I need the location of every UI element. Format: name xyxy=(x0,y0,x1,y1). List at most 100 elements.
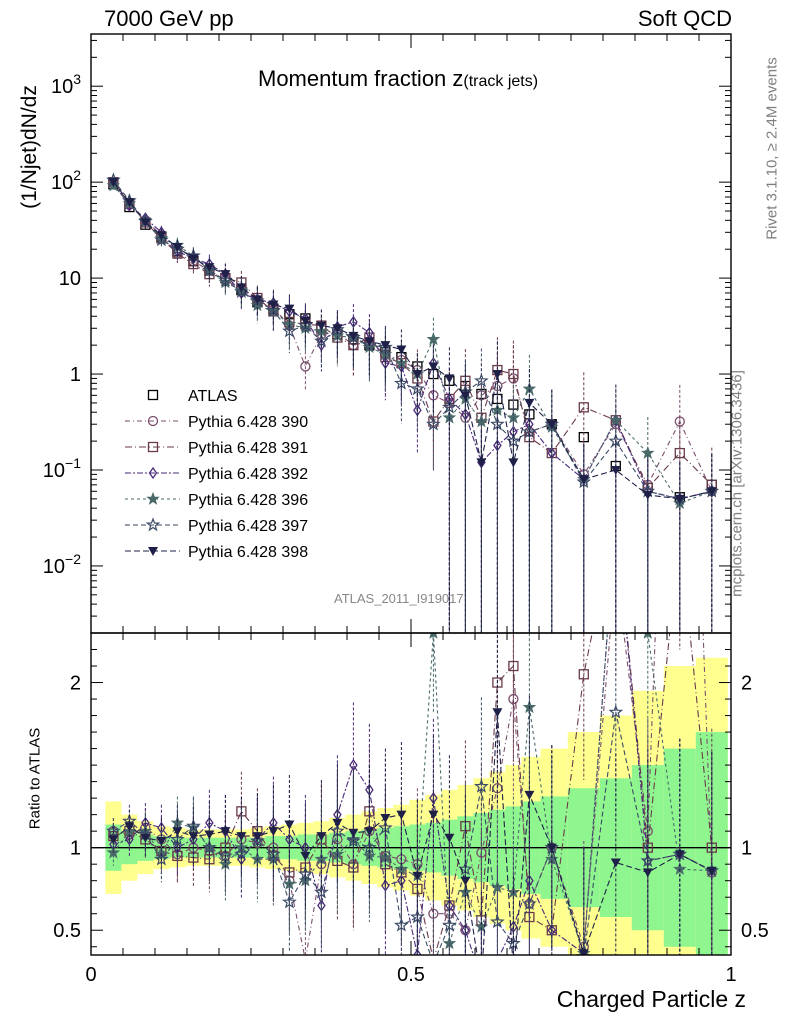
ratio-point-398 xyxy=(284,820,295,830)
ratio-point-397 xyxy=(314,884,329,899)
y-tick-label: 10−1 xyxy=(43,455,81,482)
legend-item-390: Pythia 6.428 390 xyxy=(125,414,308,431)
legend-label-390: Pythia 6.428 390 xyxy=(188,414,308,431)
series-390 xyxy=(108,177,717,633)
legend-marker-397 xyxy=(145,517,161,532)
main-frame xyxy=(90,33,732,634)
ratio-point-398 xyxy=(236,832,247,842)
ratio-point-398 xyxy=(444,833,455,843)
ratio-y-tick-label-right: 0.5 xyxy=(741,920,769,942)
ratio-point-397 xyxy=(394,917,409,932)
legend-label-398: Pythia 6.428 398 xyxy=(188,544,308,561)
ratio-point-398 xyxy=(546,843,557,853)
ratio-point-398 xyxy=(380,813,391,823)
ratio-y-tick-label: 0.5 xyxy=(53,920,81,942)
point-397 xyxy=(410,381,425,396)
x-tick-label: 1 xyxy=(725,964,736,986)
legend: ATLAS Pythia 6.428 390 Pythia 6.428 391 Pyt… xyxy=(125,388,308,561)
point-398 xyxy=(508,458,519,468)
point-398 xyxy=(316,321,327,331)
legend-marker-390 xyxy=(147,415,159,427)
point-397 xyxy=(234,284,249,298)
ratio-point-397 xyxy=(442,917,457,932)
point-398 xyxy=(546,420,557,430)
ratio-y-ticks: 0.5 0.5 1 1 2 2 xyxy=(53,649,769,948)
legend-item-391: Pythia 6.428 391 xyxy=(125,440,308,457)
point-398 xyxy=(460,391,471,401)
point-398 xyxy=(348,331,359,341)
point-398 xyxy=(610,465,621,475)
point-397 xyxy=(426,416,441,431)
point-398 xyxy=(220,270,231,280)
analysis-id-label: ATLAS_2011_I919017 xyxy=(334,591,464,606)
ratio-series-398 xyxy=(108,633,717,955)
y-tick-label: 102 xyxy=(51,167,81,194)
legend-item-392: Pythia 6.428 392 xyxy=(125,466,308,483)
ratio-point-398 xyxy=(460,876,471,886)
ratio-point-392 xyxy=(478,975,485,985)
ratio-point-392 xyxy=(413,948,422,955)
ratio-point-392 xyxy=(496,953,499,955)
point-396 xyxy=(426,332,441,346)
ratio-line-396 xyxy=(112,633,712,954)
series-396 xyxy=(106,178,719,633)
point-398 xyxy=(578,475,589,485)
point-391 xyxy=(674,447,685,459)
ratio-point-397 xyxy=(298,866,313,881)
ratio-point-397 xyxy=(522,896,537,911)
point-398 xyxy=(412,370,423,380)
ratio-point-390 xyxy=(303,954,307,955)
point-397 xyxy=(314,333,329,348)
point-398 xyxy=(444,374,455,384)
legend-item-398: Pythia 6.428 398 xyxy=(125,544,308,561)
point-398 xyxy=(172,243,183,253)
legend-label-ATLAS: ATLAS xyxy=(188,388,238,405)
point-398 xyxy=(524,398,535,408)
point-398 xyxy=(284,304,295,314)
legend-label-396: Pythia 6.428 396 xyxy=(188,492,308,509)
point-398 xyxy=(300,316,311,326)
point-398 xyxy=(396,345,407,355)
y-tick-label: 10 xyxy=(59,268,81,290)
ratio-point-397 xyxy=(640,853,656,868)
header-energy-label: 7000 GeV pp xyxy=(104,6,234,31)
ratio-point-398 xyxy=(396,810,407,820)
point-398 xyxy=(364,337,375,347)
ratio-point-398 xyxy=(140,833,151,843)
ratio-point-397 xyxy=(474,778,489,793)
series-397 xyxy=(106,172,720,633)
ratio-point-398 xyxy=(348,828,359,838)
point-397 xyxy=(608,433,624,448)
ratio-point-397 xyxy=(608,704,624,719)
ratio-point-398 xyxy=(156,837,167,847)
ratio-point-398 xyxy=(524,790,535,800)
ratio-point-398 xyxy=(268,827,279,837)
ratio-error-bands xyxy=(105,657,728,955)
legend-label-397: Pythia 6.428 397 xyxy=(188,518,308,535)
y-tick-label: 10−2 xyxy=(43,551,81,578)
legend-marker-392 xyxy=(148,466,158,480)
point-397 xyxy=(474,373,489,388)
plot-title-sub: (track jets) xyxy=(463,73,539,90)
x-ticks: 0 0.5 1 xyxy=(85,34,737,986)
ratio-point-396 xyxy=(429,633,438,639)
legend-marker-ATLAS xyxy=(147,389,159,401)
point-398 xyxy=(428,362,439,372)
y-tick-label: 103 xyxy=(51,71,81,98)
legend-label-391: Pythia 6.428 391 xyxy=(188,440,308,457)
plot-title: Momentum fraction z(track jets) xyxy=(258,66,538,92)
point-398 xyxy=(380,341,391,351)
ratio-point-397 xyxy=(218,848,233,863)
ratio-point-396 xyxy=(673,861,687,875)
point-398 xyxy=(188,254,199,264)
point-398 xyxy=(252,295,263,305)
point-398 xyxy=(108,178,119,188)
ratio-point-398 xyxy=(124,822,135,832)
ratio-point-398 xyxy=(610,858,621,868)
ratio-point-398 xyxy=(332,818,343,828)
ratio-point-398 xyxy=(220,827,231,837)
ratio-point-397 xyxy=(346,833,361,848)
ratio-point-391 xyxy=(508,660,519,672)
ratio-point-391 xyxy=(578,669,589,680)
ratio-point-398 xyxy=(188,832,199,842)
